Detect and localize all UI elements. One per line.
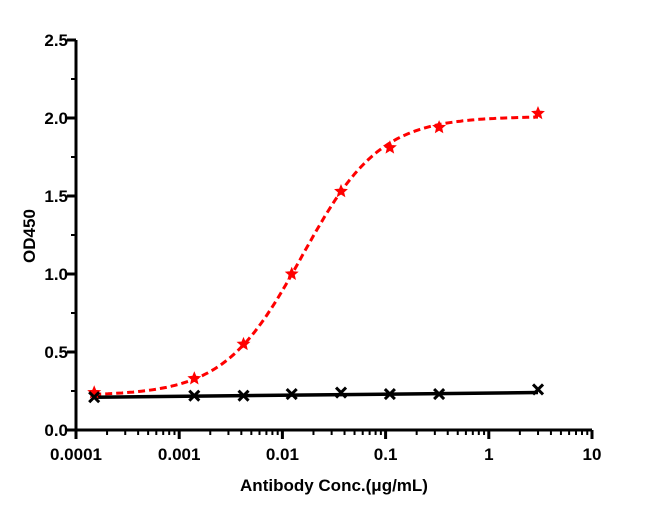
y-ticks: 0.0 0.5 1.0 1.5 2.0 2.5 [44, 31, 76, 440]
series-0-point [531, 105, 545, 120]
series-1-point [334, 386, 348, 399]
x-tick-label: 10 [583, 445, 602, 464]
x-tick-label: 0.001 [158, 445, 201, 464]
series-0-point [187, 371, 202, 385]
plot-area [87, 105, 545, 404]
series-1-fit-line [94, 390, 539, 399]
x-axis-title: Antibody Conc.(μg/mL) [240, 476, 428, 495]
x-ticks: 0.0001 0.001 0.01 0.1 1 10 [50, 430, 601, 464]
x-axis: 0.0001 0.001 0.01 0.1 1 10 Antibody Conc.(μg/… [50, 428, 601, 495]
y-tick-label: 2.0 [44, 109, 68, 128]
series-0-point [382, 140, 397, 154]
x-tick-label: 1 [484, 445, 493, 464]
series-1-point [188, 389, 201, 402]
x-tick-label: 0.01 [266, 445, 299, 464]
series-1-point [237, 389, 250, 402]
x-tick-label: 0.0001 [50, 445, 102, 464]
y-tick-label: 0.0 [44, 421, 68, 440]
series-0-fit-curve [94, 115, 538, 396]
series-0-point [236, 336, 251, 351]
series-0-point [284, 266, 299, 280]
x-tick-label: 0.1 [374, 445, 398, 464]
y-tick-label: 1.0 [44, 265, 68, 284]
series-1-point [433, 388, 446, 401]
y-axis: 0.0 0.5 1.0 1.5 2.0 2.5 OD450 [20, 31, 78, 440]
y-tick-label: 1.5 [44, 187, 68, 206]
y-axis-title: OD450 [20, 209, 39, 263]
series-1-point [285, 388, 298, 401]
series-0-point [334, 183, 348, 198]
series-1-point [383, 388, 396, 401]
y-tick-label: 0.5 [44, 343, 68, 362]
series-1-point [88, 391, 101, 404]
series-0-point [432, 120, 447, 134]
series-1-point [531, 383, 545, 396]
y-tick-label: 2.5 [44, 31, 68, 50]
